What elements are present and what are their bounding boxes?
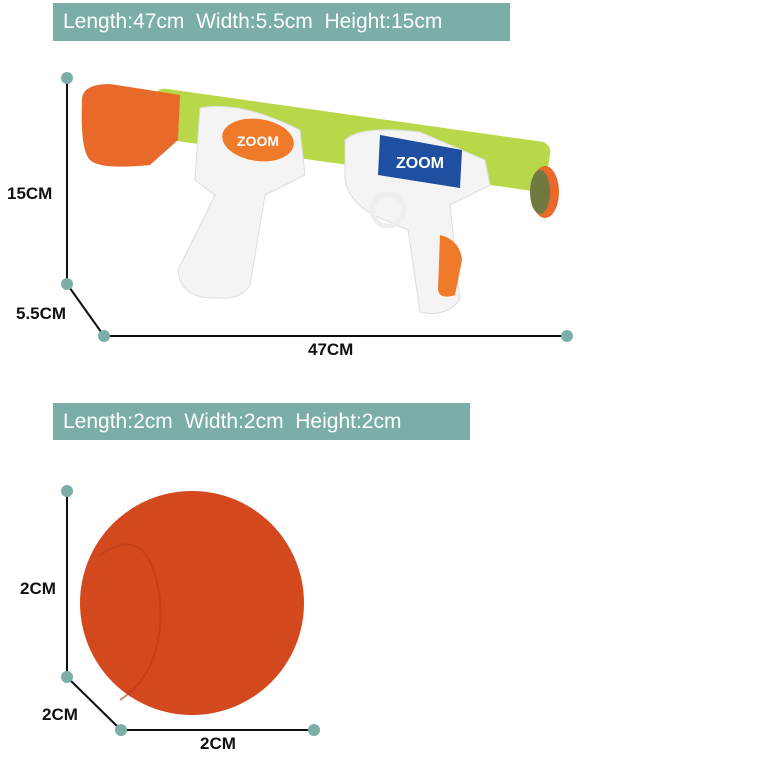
gun-length-label: 47CM [308,340,354,359]
ball-height-label: 2CM [20,579,56,598]
logo-orange: ZOOM [237,133,279,149]
ball-dimensions-banner: Length:2cm Width:2cm Height:2cm [53,403,470,440]
gun-width-label: 5.5CM [16,304,67,323]
ball-dimension-dots [61,485,320,736]
toy-gun-image: ZOOM ZOOM [81,84,559,314]
gun-dimensions-banner: Length:47cm Width:5.5cm Height:15cm [53,3,510,41]
gun-dimension-lines [66,78,567,337]
ball-width-label: 2CM [42,705,78,724]
ball-dimension-lines [66,491,314,731]
gun-dimension-dots [61,72,573,342]
gun-height-label: 15CM [7,184,53,203]
ball-image [80,491,304,715]
logo-blue: ZOOM [396,155,444,172]
ball-length-label: 2CM [200,734,236,753]
